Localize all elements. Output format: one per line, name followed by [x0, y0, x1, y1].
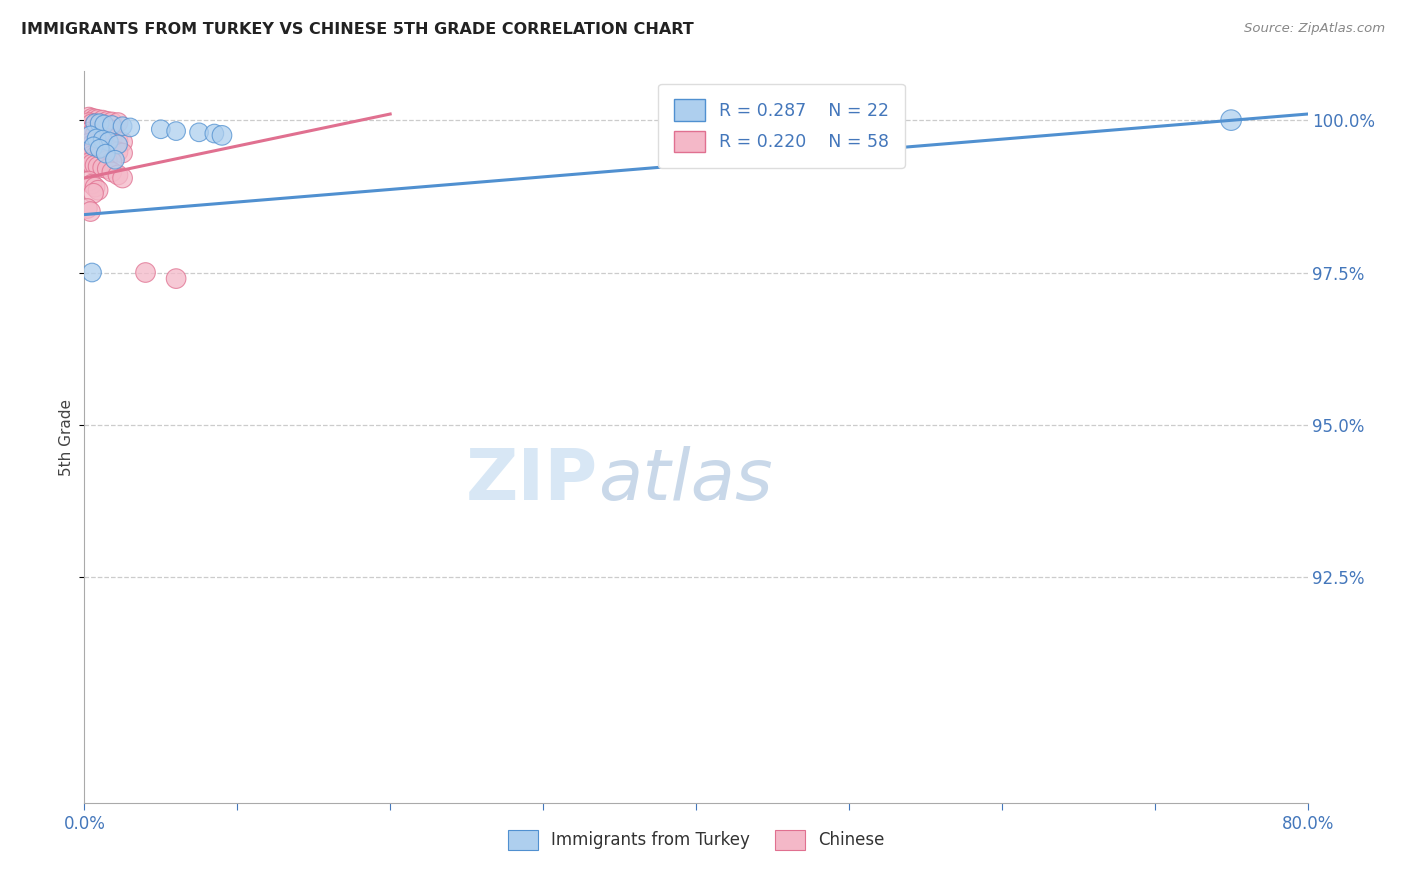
Point — [211, 128, 233, 143]
Point — [91, 161, 114, 175]
Point — [89, 142, 111, 156]
Point — [91, 121, 114, 136]
Text: Source: ZipAtlas.com: Source: ZipAtlas.com — [1244, 22, 1385, 36]
Point — [165, 124, 187, 138]
Point — [101, 133, 124, 147]
Point — [91, 133, 114, 147]
Point — [84, 180, 107, 194]
Point — [101, 118, 124, 132]
Point — [188, 125, 211, 139]
Point — [96, 123, 118, 137]
Point — [107, 134, 129, 148]
Point — [84, 138, 107, 153]
Point — [96, 142, 118, 156]
Point — [77, 136, 100, 151]
Point — [91, 130, 114, 145]
Point — [101, 154, 124, 169]
Point — [87, 112, 110, 127]
Point — [1220, 113, 1243, 128]
Point — [111, 146, 134, 161]
Point — [87, 151, 110, 165]
Point — [97, 135, 120, 149]
Point — [84, 120, 107, 134]
Point — [101, 144, 124, 158]
Point — [101, 165, 124, 179]
Text: ZIP: ZIP — [465, 447, 598, 516]
Point — [84, 158, 107, 172]
Legend: Immigrants from Turkey, Chinese: Immigrants from Turkey, Chinese — [501, 823, 891, 856]
Point — [77, 117, 100, 131]
Point — [91, 113, 114, 128]
Point — [107, 168, 129, 182]
Point — [101, 124, 124, 138]
Text: IMMIGRANTS FROM TURKEY VS CHINESE 5TH GRADE CORRELATION CHART: IMMIGRANTS FROM TURKEY VS CHINESE 5TH GR… — [21, 22, 693, 37]
Point — [96, 161, 118, 176]
Point — [87, 183, 110, 197]
Point — [86, 131, 108, 145]
Point — [104, 153, 127, 167]
Point — [83, 186, 105, 201]
Point — [87, 140, 110, 154]
Point — [84, 112, 107, 126]
Y-axis label: 5th Grade: 5th Grade — [59, 399, 75, 475]
Point — [96, 114, 118, 128]
Point — [80, 266, 103, 280]
Point — [79, 204, 101, 219]
Point — [79, 128, 101, 143]
Point — [77, 156, 100, 170]
Point — [80, 137, 103, 152]
Point — [91, 152, 114, 166]
Point — [107, 145, 129, 159]
Point — [165, 271, 187, 285]
Text: atlas: atlas — [598, 447, 773, 516]
Point — [77, 147, 100, 161]
Point — [77, 125, 100, 139]
Point — [120, 120, 142, 135]
Point — [84, 128, 107, 142]
Point — [96, 131, 118, 145]
Point — [80, 118, 103, 132]
Point — [77, 110, 100, 124]
Point — [87, 120, 110, 135]
Point — [149, 122, 172, 136]
Point — [111, 120, 134, 134]
Point — [89, 116, 111, 130]
Point — [84, 116, 107, 130]
Point — [83, 139, 105, 153]
Point — [80, 157, 103, 171]
Point — [76, 202, 98, 216]
Point — [135, 266, 157, 280]
Point — [84, 150, 107, 164]
Point — [80, 112, 103, 126]
Point — [111, 171, 134, 186]
Point — [87, 128, 110, 143]
Point — [80, 127, 103, 141]
Point — [93, 117, 115, 131]
Point — [101, 115, 124, 129]
Point — [202, 127, 225, 141]
Point — [80, 177, 103, 191]
Point — [111, 135, 134, 149]
Point — [80, 148, 103, 162]
Point — [107, 115, 129, 129]
Point — [94, 146, 117, 161]
Point — [107, 137, 129, 152]
Point — [96, 153, 118, 168]
Point — [77, 174, 100, 188]
Point — [87, 160, 110, 174]
Point — [91, 141, 114, 155]
